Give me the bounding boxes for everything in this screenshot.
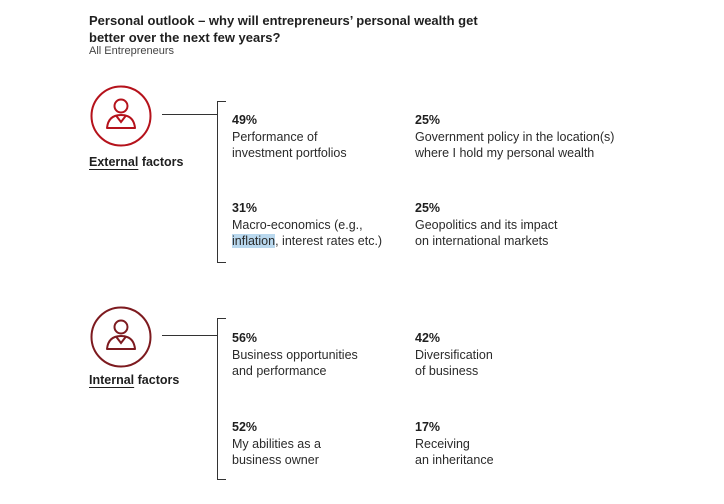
stat-percentage: 25% (415, 201, 441, 215)
stat-description: Diversification of business (415, 347, 493, 379)
stat-percentage: 52% (232, 420, 258, 434)
stat-description: Macro-economics (e.g., inflation, interes… (232, 217, 382, 250)
stat-description: Geopolitics and its impact on internatio… (415, 217, 558, 249)
person-icon (90, 85, 152, 147)
stat-macro-economics: 31% Macro-economics (e.g., inflation, int… (232, 200, 382, 250)
stat-performance-of-investment-portfolios: 49% Performance of investment portfolios (232, 112, 347, 162)
external-connector-line (162, 114, 217, 115)
stat-description: Receiving an inheritance (415, 436, 494, 468)
stat-my-abilities: 52% My abilities as a business owner (232, 419, 321, 469)
stat-description: My abilities as a business owner (232, 436, 321, 468)
stat-diversification: 42% Diversification of business (415, 330, 493, 380)
internal-label-word: Internal (89, 373, 135, 387)
stat-business-opportunities: 56% Business opportunities and performan… (232, 330, 358, 380)
external-factors-label: External factors (89, 155, 184, 169)
stat-percentage: 49% (232, 113, 258, 127)
internal-label-rest: factors (134, 373, 180, 387)
stat-percentage: 31% (232, 201, 258, 215)
stat-description-line: Macro-economics (e.g., (232, 217, 363, 232)
stat-percentage: 42% (415, 331, 441, 345)
external-label-word: External (89, 155, 139, 169)
internal-connector-line (162, 335, 217, 336)
internal-bracket (217, 318, 226, 480)
chart-title: Personal outlook – why will entrepreneur… (89, 13, 478, 45)
stat-geopolitics: 25% Geopolitics and its impact on intern… (415, 200, 557, 250)
stat-description-rest: , interest rates etc.) (275, 234, 383, 248)
highlighted-text[interactable]: inflation (232, 234, 276, 248)
stat-government-policy: 25% Government policy in the location(s)… (415, 112, 614, 162)
stat-description: Business opportunities and performance (232, 347, 358, 379)
stat-description: Performance of investment portfolios (232, 129, 347, 161)
stat-description: Government policy in the location(s) whe… (415, 129, 615, 161)
external-label-rest: factors (138, 155, 184, 169)
internal-factors-label: Internal factors (89, 373, 179, 387)
stat-percentage: 56% (232, 331, 258, 345)
stat-percentage: 25% (415, 113, 441, 127)
stat-percentage: 17% (415, 420, 441, 434)
chart-subtitle: All Entrepreneurs (89, 45, 174, 57)
external-bracket (217, 101, 226, 263)
stat-receiving-inheritance: 17% Receiving an inheritance (415, 419, 494, 469)
person-icon (90, 306, 152, 368)
